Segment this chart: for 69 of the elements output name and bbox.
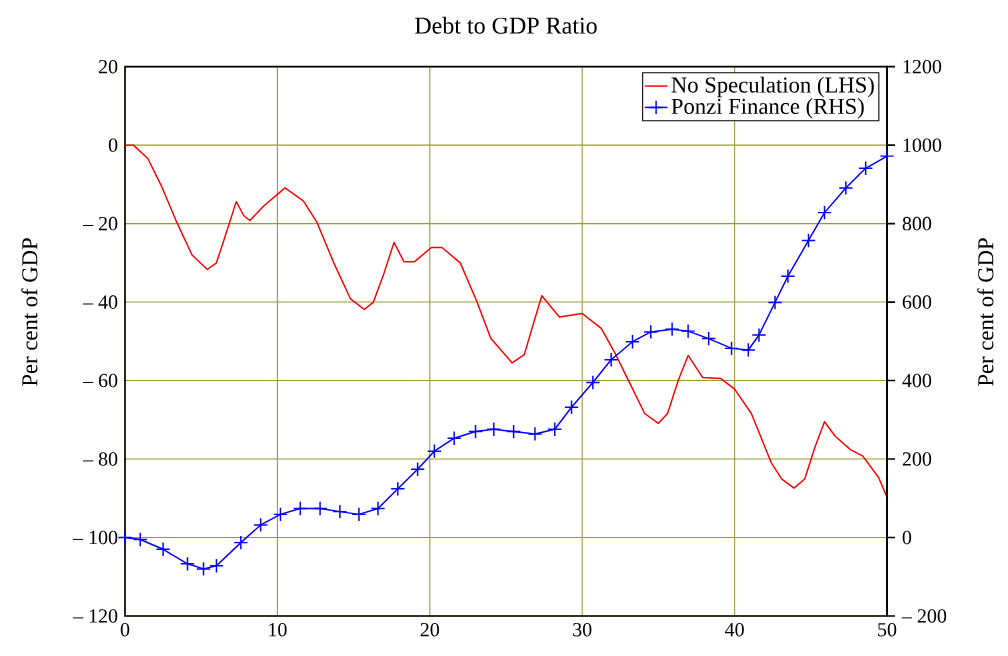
point <box>390 481 406 497</box>
point <box>801 233 816 248</box>
point <box>273 506 288 522</box>
point <box>547 421 563 437</box>
point <box>132 532 148 547</box>
point <box>585 375 601 390</box>
point <box>527 426 543 442</box>
point <box>680 323 696 339</box>
point <box>253 517 269 533</box>
point <box>838 180 854 196</box>
point <box>117 530 133 545</box>
point <box>370 501 386 516</box>
point <box>209 558 224 574</box>
x-tick-label: 30 <box>573 622 592 637</box>
y2-tick-label: – 200 <box>901 609 947 623</box>
point <box>643 324 659 340</box>
y2-tick-label: 200 <box>902 452 932 466</box>
point <box>486 421 502 437</box>
point <box>312 501 328 516</box>
y-tick-label: – 60 <box>82 373 118 388</box>
y-tick-label: 20 <box>98 59 118 74</box>
point <box>858 160 874 176</box>
point <box>233 535 249 551</box>
y-tick-label: – 120 <box>72 609 118 623</box>
point <box>155 541 171 557</box>
point <box>446 430 462 446</box>
y2-tick-label: 1000 <box>903 138 942 152</box>
point <box>351 506 367 522</box>
y-tick-label: – 20 <box>82 216 118 231</box>
point <box>701 331 717 346</box>
point <box>780 268 796 284</box>
point <box>506 424 522 439</box>
point <box>724 340 739 356</box>
point <box>426 443 442 459</box>
point <box>196 561 211 577</box>
x-tick-label: 40 <box>724 622 744 637</box>
x-tick-label: 10 <box>269 622 287 637</box>
y2-tick-label: 400 <box>902 373 932 388</box>
y-tick-label: 0 <box>108 138 118 152</box>
legend-label: No Speculation (LHS) <box>671 76 874 98</box>
point <box>603 352 619 368</box>
point <box>468 424 483 439</box>
point <box>879 148 895 164</box>
y-tick-label: – 40 <box>82 295 118 309</box>
point <box>332 504 348 520</box>
point <box>751 327 767 343</box>
x-tick-label: 50 <box>878 622 897 637</box>
legend-label: Ponzi Finance (RHS) <box>671 98 864 119</box>
point <box>564 399 579 415</box>
y-tick-label: – 100 <box>72 530 118 545</box>
point <box>625 334 640 350</box>
y2-tick-label: 600 <box>902 295 932 309</box>
y-tick-label: – 80 <box>82 452 118 466</box>
x-tick-label: 0 <box>120 622 130 637</box>
point <box>664 321 680 337</box>
point <box>740 342 756 358</box>
chart-title: Debt to GDP Ratio <box>415 16 597 34</box>
line-series <box>125 144 887 498</box>
point <box>767 295 783 310</box>
point <box>410 461 426 477</box>
y2-axis-title: Per cent of GDP <box>977 238 994 386</box>
y2-tick-label: 1200 <box>903 59 942 74</box>
point <box>180 556 195 572</box>
point <box>292 501 308 516</box>
y2-tick-label: 0 <box>902 530 912 545</box>
x-tick-label: 20 <box>420 622 440 637</box>
y-axis-title: Per cent of GDP <box>21 238 38 386</box>
y2-tick-label: 800 <box>902 216 932 231</box>
point <box>817 205 832 221</box>
